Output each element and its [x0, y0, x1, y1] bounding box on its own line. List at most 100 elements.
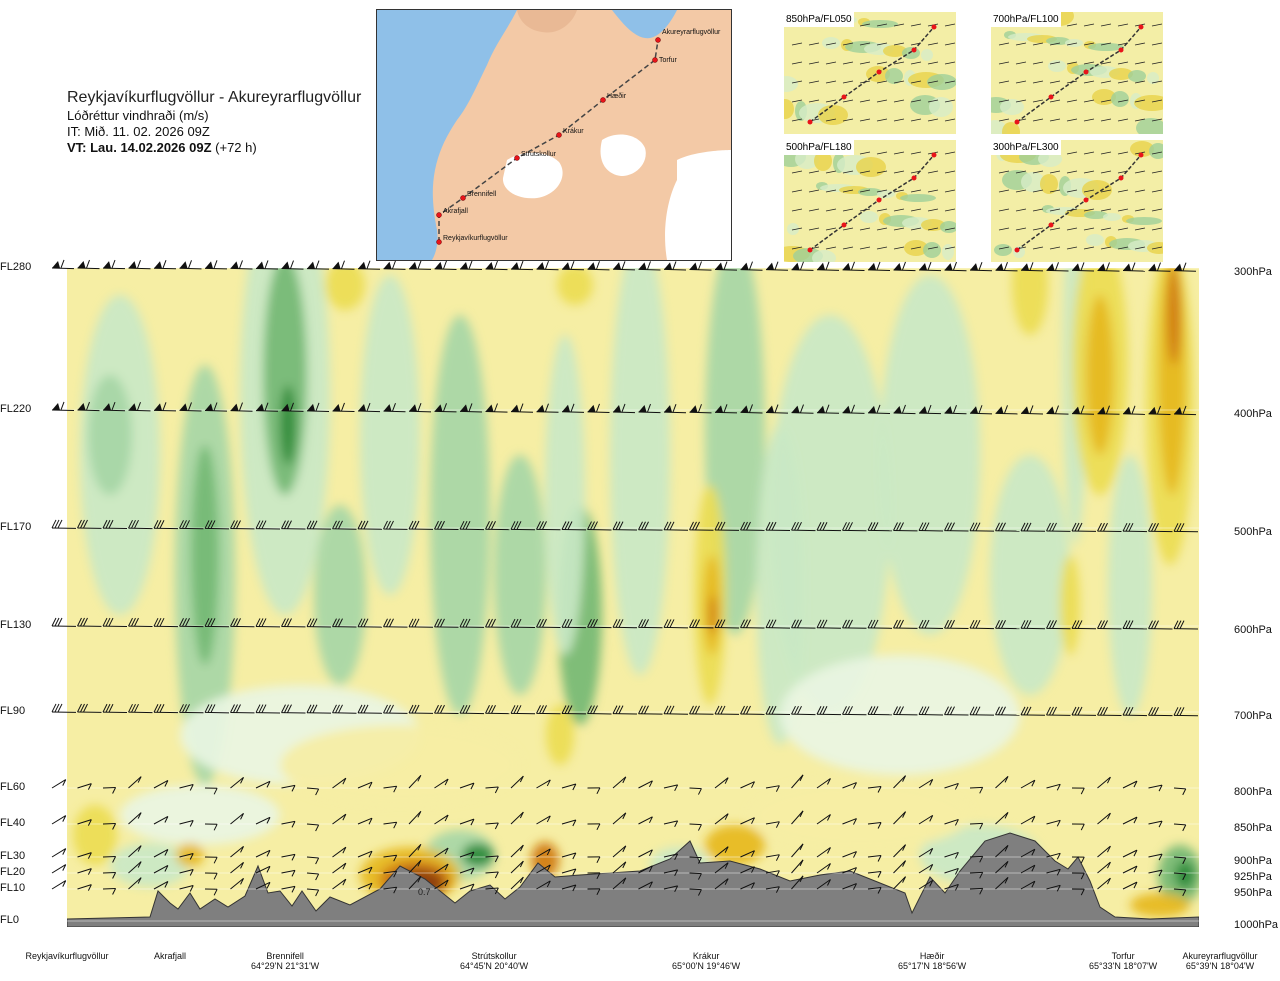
wind-barb — [51, 617, 77, 627]
wind-barb — [740, 817, 755, 825]
map-glacier-langjokull — [502, 152, 563, 199]
wind-barb — [969, 261, 993, 272]
thumb-barb — [1083, 208, 1095, 212]
thumb-blob — [1128, 70, 1146, 82]
thumbnail-300hpa[interactable]: 300hPa/FL300 — [991, 140, 1163, 262]
thumbnail-500hpa[interactable]: 500hPa/FL180 — [784, 140, 956, 262]
wind-barb — [765, 404, 789, 414]
wind-barb — [1097, 812, 1111, 825]
wind-barb — [1097, 861, 1111, 874]
thumbnail-label: 850hPa/FL050 — [784, 12, 854, 27]
thumb-route-point — [1014, 247, 1020, 253]
wind-barb — [918, 522, 944, 532]
wind-barb — [204, 856, 218, 864]
wind-barb — [1020, 620, 1046, 630]
wind-barb — [765, 821, 780, 828]
wind-barb — [510, 260, 534, 271]
wind-barb — [281, 520, 306, 530]
thumb-barb — [1117, 189, 1129, 193]
wind-barb — [459, 704, 485, 715]
wind-barb — [128, 812, 142, 825]
thumb-barb — [1066, 23, 1078, 27]
waypoint-label: Hæðir 65°17'N 18°56'W — [898, 951, 966, 971]
waypoint-coord: 65°33'N 18°07'W — [1089, 961, 1158, 971]
wind-barb — [128, 861, 142, 874]
wind-barb — [791, 774, 804, 789]
thumb-barb — [910, 118, 922, 122]
waypoint-name: Krákur — [692, 951, 720, 961]
wind-barb — [1148, 620, 1173, 630]
wind-barb — [204, 787, 218, 795]
thumb-barb — [927, 227, 939, 231]
thumb-barb — [1083, 151, 1095, 155]
wind-barb — [281, 853, 296, 861]
wind-barb — [357, 882, 373, 890]
wind-barb — [867, 261, 891, 272]
flight-level-label: FL10 — [0, 882, 26, 894]
wind-barb — [204, 618, 230, 628]
thumb-barb — [1134, 61, 1146, 65]
wind-barb — [765, 785, 780, 792]
wind-barb — [332, 846, 347, 858]
thumb-barb — [825, 227, 837, 231]
wind-barb — [995, 405, 1018, 415]
wind-barb — [306, 856, 320, 865]
wind-barb — [714, 521, 740, 531]
wind-barb — [332, 260, 355, 270]
wind-barb — [612, 261, 636, 271]
wind-barb — [1046, 783, 1061, 791]
thumb-barb — [1083, 189, 1095, 193]
wind-barb — [944, 851, 959, 859]
wind-barb — [204, 704, 230, 714]
thumb-blob — [1149, 143, 1163, 159]
thumb-barb — [825, 80, 837, 84]
wind-barb — [816, 814, 831, 825]
thumb-barb — [791, 189, 803, 193]
wind-barb — [842, 619, 867, 629]
wind-barb — [1097, 405, 1120, 415]
wind-barb — [714, 846, 729, 858]
thumb-barb — [842, 61, 854, 65]
thumbnail-700hpa[interactable]: 700hPa/FL100 — [991, 12, 1163, 134]
thumb-barb — [1100, 99, 1112, 103]
wind-barb — [536, 618, 561, 629]
wind-barb — [663, 853, 679, 861]
thumb-barb — [1117, 208, 1129, 212]
wind-barb — [281, 885, 296, 893]
wind-barb — [1122, 881, 1138, 890]
thumb-barb — [842, 80, 854, 84]
thumb-barb — [944, 208, 956, 212]
wind-barb — [102, 519, 128, 530]
thumb-barb — [876, 170, 888, 174]
thumb-barb — [893, 118, 905, 122]
thumb-blob — [814, 151, 832, 171]
wind-barb — [1020, 706, 1046, 716]
wind-barb — [459, 818, 475, 826]
wind-barb — [1071, 620, 1097, 630]
thumb-barb — [944, 227, 956, 231]
wind-barb — [1173, 872, 1187, 881]
pressure-level-label: 500hPa — [1234, 526, 1272, 538]
thumb-barb — [859, 99, 871, 103]
wind-barb — [867, 786, 882, 793]
route-point-label: Brennifell — [467, 191, 497, 198]
wind-barb — [255, 704, 281, 714]
wind-barb — [179, 704, 204, 714]
wind-barb — [638, 521, 663, 531]
wind-barb — [77, 519, 102, 529]
waypoint-name: Brennifell — [266, 951, 304, 961]
wind-barb — [714, 404, 738, 414]
wind-barb — [1148, 262, 1171, 272]
thumb-blob — [921, 219, 945, 231]
level-lines — [67, 267, 1199, 922]
thumb-barb — [944, 151, 956, 155]
wind-barb — [842, 867, 857, 874]
wind-barb — [944, 867, 959, 875]
thumbnail-850hpa[interactable]: 850hPa/FL050 — [784, 12, 956, 134]
wind-barb — [816, 706, 842, 716]
field-blob — [314, 505, 366, 685]
wind-barb — [383, 704, 408, 714]
wind-barb — [255, 520, 281, 530]
field-blob — [770, 315, 890, 715]
wind-barb — [383, 402, 406, 413]
